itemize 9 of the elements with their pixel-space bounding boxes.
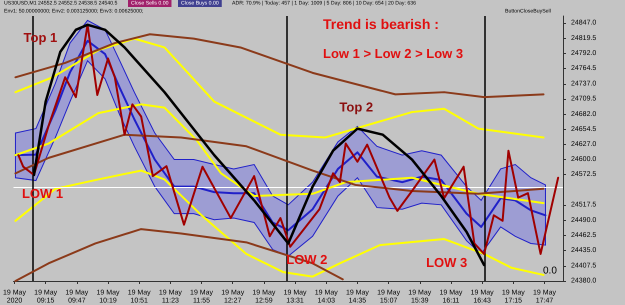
annotation: 0.0 bbox=[543, 266, 558, 276]
line-series bbox=[14, 170, 545, 278]
annotation: Top 2 bbox=[339, 100, 374, 115]
annotation: LOW 3 bbox=[426, 254, 468, 270]
annotation: Low 1 > Low 2 > Low 3 bbox=[323, 46, 464, 61]
line-series bbox=[14, 103, 545, 204]
line-series bbox=[14, 33, 545, 98]
line-series bbox=[14, 228, 344, 282]
annotation: Trend is bearish : bbox=[323, 16, 439, 32]
